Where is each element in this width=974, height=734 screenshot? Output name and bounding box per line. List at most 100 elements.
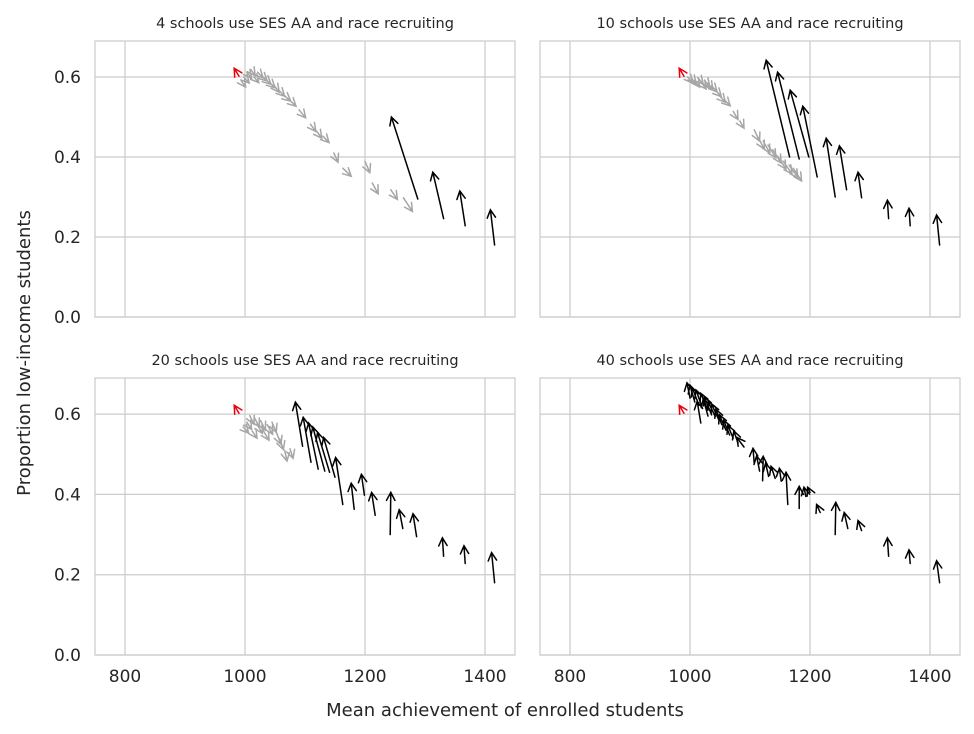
arrow-lowest bbox=[678, 403, 688, 416]
arrow-treated bbox=[822, 136, 836, 198]
arrow-treated bbox=[932, 213, 943, 246]
arrow-treated bbox=[389, 115, 419, 200]
arrow-treated bbox=[841, 510, 851, 530]
arrow-treated bbox=[882, 198, 893, 220]
arrow-untreated bbox=[716, 92, 727, 104]
arrow-treated bbox=[815, 503, 825, 515]
x-tick-label: 1200 bbox=[788, 667, 831, 687]
panel-2: 10 schools use SES AA and race recruitin… bbox=[539, 16, 961, 318]
arrow-treated bbox=[310, 425, 326, 472]
arrow-treated bbox=[321, 435, 336, 478]
arrow-untreated bbox=[388, 189, 399, 201]
arrow-treated bbox=[763, 58, 791, 158]
arrow-treated bbox=[456, 189, 466, 227]
arrow-untreated bbox=[369, 182, 379, 196]
arrow-treated bbox=[775, 466, 786, 482]
arrow-treated bbox=[357, 472, 368, 496]
arrow-untreated bbox=[767, 144, 777, 160]
x-tick-label: 1000 bbox=[668, 667, 711, 687]
panel-frame bbox=[539, 377, 961, 656]
arrow-untreated bbox=[242, 419, 253, 431]
y-tick-label: 0.6 bbox=[54, 68, 81, 88]
arrow-treated bbox=[429, 170, 445, 220]
x-tick-label: 1200 bbox=[343, 667, 386, 687]
arrow-treated bbox=[932, 559, 943, 584]
arrow-lowest bbox=[678, 66, 688, 78]
panel-frame bbox=[94, 40, 516, 318]
arrow-untreated bbox=[319, 133, 331, 144]
arrow-treated bbox=[721, 418, 732, 436]
arrow-untreated bbox=[341, 166, 353, 178]
arrow-untreated bbox=[687, 74, 698, 86]
arrow-treated bbox=[331, 455, 344, 506]
arrow-treated bbox=[762, 461, 773, 478]
arrow-untreated bbox=[788, 164, 799, 180]
arrow-treated bbox=[735, 436, 746, 448]
arrow-treated bbox=[781, 470, 792, 506]
panels: 4 schools use SES AA and race recruiting… bbox=[54, 16, 961, 687]
arrow-untreated bbox=[296, 108, 307, 120]
x-tick-label: 800 bbox=[109, 667, 141, 687]
x-tick-label: 800 bbox=[554, 667, 586, 687]
arrow-untreated bbox=[402, 197, 414, 213]
y-tick-label: 0.2 bbox=[54, 566, 81, 586]
panel-frame bbox=[539, 40, 961, 318]
y-axis-label: Proportion low-income students bbox=[14, 210, 35, 496]
y-tick-label: 0.2 bbox=[54, 228, 81, 248]
y-tick-label: 0.6 bbox=[54, 405, 81, 425]
arrow-treated bbox=[768, 464, 779, 480]
arrow-treated bbox=[291, 400, 304, 447]
arrow-treated bbox=[774, 70, 800, 160]
arrow-untreated bbox=[330, 152, 340, 164]
arrow-treated bbox=[395, 508, 406, 530]
arrow-treated bbox=[367, 490, 378, 517]
arrow-treated bbox=[758, 454, 768, 482]
arrow-treated bbox=[693, 399, 704, 424]
y-tick-label: 0.0 bbox=[54, 646, 81, 666]
arrow-treated bbox=[459, 544, 470, 565]
arrow-untreated bbox=[720, 96, 732, 107]
arrow-untreated bbox=[792, 167, 803, 183]
arrow-treated bbox=[748, 446, 759, 464]
arrow-untreated bbox=[260, 429, 270, 442]
arrow-untreated bbox=[362, 160, 372, 175]
arrow-untreated bbox=[735, 118, 745, 130]
arrow-untreated bbox=[729, 109, 739, 121]
arrow-treated bbox=[726, 423, 736, 439]
arrow-lowest bbox=[233, 66, 243, 78]
arrow-treated bbox=[835, 144, 848, 191]
arrow-treated bbox=[904, 206, 915, 227]
arrow-untreated bbox=[276, 438, 286, 452]
arrow-treated bbox=[385, 490, 396, 536]
x-tick-label: 1000 bbox=[223, 667, 266, 687]
arrow-treated bbox=[830, 500, 841, 536]
arrow-treated bbox=[854, 170, 865, 199]
panel-3: 20 schools use SES AA and race recruitin… bbox=[54, 353, 516, 687]
arrow-treated bbox=[856, 518, 866, 532]
arrow-treated bbox=[882, 536, 893, 557]
panel-title: 40 schools use SES AA and race recruitin… bbox=[596, 353, 903, 369]
arrow-untreated bbox=[285, 447, 296, 460]
arrow-treated bbox=[904, 548, 915, 565]
arrow-lowest bbox=[233, 403, 243, 416]
arrow-treated bbox=[486, 208, 497, 246]
panel-4: 40 schools use SES AA and race recruitin… bbox=[539, 353, 961, 687]
y-tick-label: 0.4 bbox=[54, 485, 81, 505]
arrow-untreated bbox=[270, 82, 281, 94]
arrow-untreated bbox=[280, 449, 291, 463]
arrow-treated bbox=[806, 485, 816, 497]
y-tick-label: 0.4 bbox=[54, 148, 81, 168]
x-tick-label: 1400 bbox=[463, 667, 506, 687]
x-tick-label: 1400 bbox=[908, 667, 951, 687]
arrow-treated bbox=[799, 104, 818, 178]
arrow-treated bbox=[409, 512, 420, 538]
arrow-untreated bbox=[776, 155, 787, 171]
panel-frame bbox=[94, 377, 516, 656]
panel-1: 4 schools use SES AA and race recruiting… bbox=[54, 16, 516, 328]
arrow-untreated bbox=[286, 96, 298, 108]
panel-title: 10 schools use SES AA and race recruitin… bbox=[596, 16, 903, 32]
arrow-treated bbox=[437, 536, 448, 557]
panel-title: 20 schools use SES AA and race recruitin… bbox=[151, 353, 458, 369]
